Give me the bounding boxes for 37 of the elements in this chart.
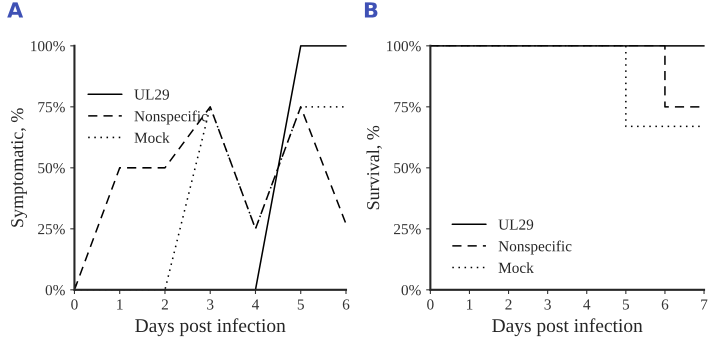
x-tick-label: 3	[207, 299, 214, 310]
legend-label: Mock	[498, 262, 534, 273]
x-tick-label: 6	[662, 299, 668, 310]
x-tick-label: 7	[701, 299, 708, 310]
x-tick-label: 5	[298, 299, 304, 310]
y-tick-label: 50%	[394, 162, 421, 174]
x-tick-label: 6	[342, 299, 350, 310]
legend-label: UL29	[498, 219, 534, 230]
y-tick-label: 100%	[31, 40, 65, 52]
x-axis-title: Days post infection	[135, 318, 286, 336]
y-tick-label: 75%	[394, 102, 421, 112]
chart-title: B	[364, 2, 378, 18]
y-tick-label: 25%	[38, 224, 65, 234]
x-tick-label: 0	[427, 299, 434, 310]
y-tick-label: 25%	[394, 224, 421, 234]
x-tick-label: 1	[117, 299, 123, 310]
x-tick-label: 2	[505, 299, 512, 310]
x-tick-label: 4	[583, 299, 590, 310]
x-tick-label: 4	[252, 299, 260, 310]
y-tick-label: 50%	[38, 162, 65, 174]
x-tick-label: 5	[622, 299, 630, 310]
y-axis-title: Survival, %	[366, 126, 382, 210]
x-tick-label: 2	[162, 299, 168, 310]
y-axis-title: Symptomatic, %	[11, 108, 27, 227]
legend-label: Mock	[134, 132, 170, 143]
legend-label: Nonspecific	[498, 240, 572, 254]
chart-title: A	[7, 2, 24, 18]
y-tick-label: 0%	[402, 284, 421, 296]
y-tick-label: 100%	[387, 40, 421, 52]
y-tick-label: 75%	[38, 102, 65, 112]
y-tick-label: 0%	[46, 284, 65, 296]
legend-label: Nonspecific	[134, 110, 208, 124]
x-tick-label: 0	[71, 299, 78, 310]
x-tick-label: 1	[466, 299, 472, 310]
x-axis-title: Days post infection	[492, 318, 643, 336]
legend-label: UL29	[134, 89, 170, 100]
x-tick-label: 3	[544, 299, 551, 310]
